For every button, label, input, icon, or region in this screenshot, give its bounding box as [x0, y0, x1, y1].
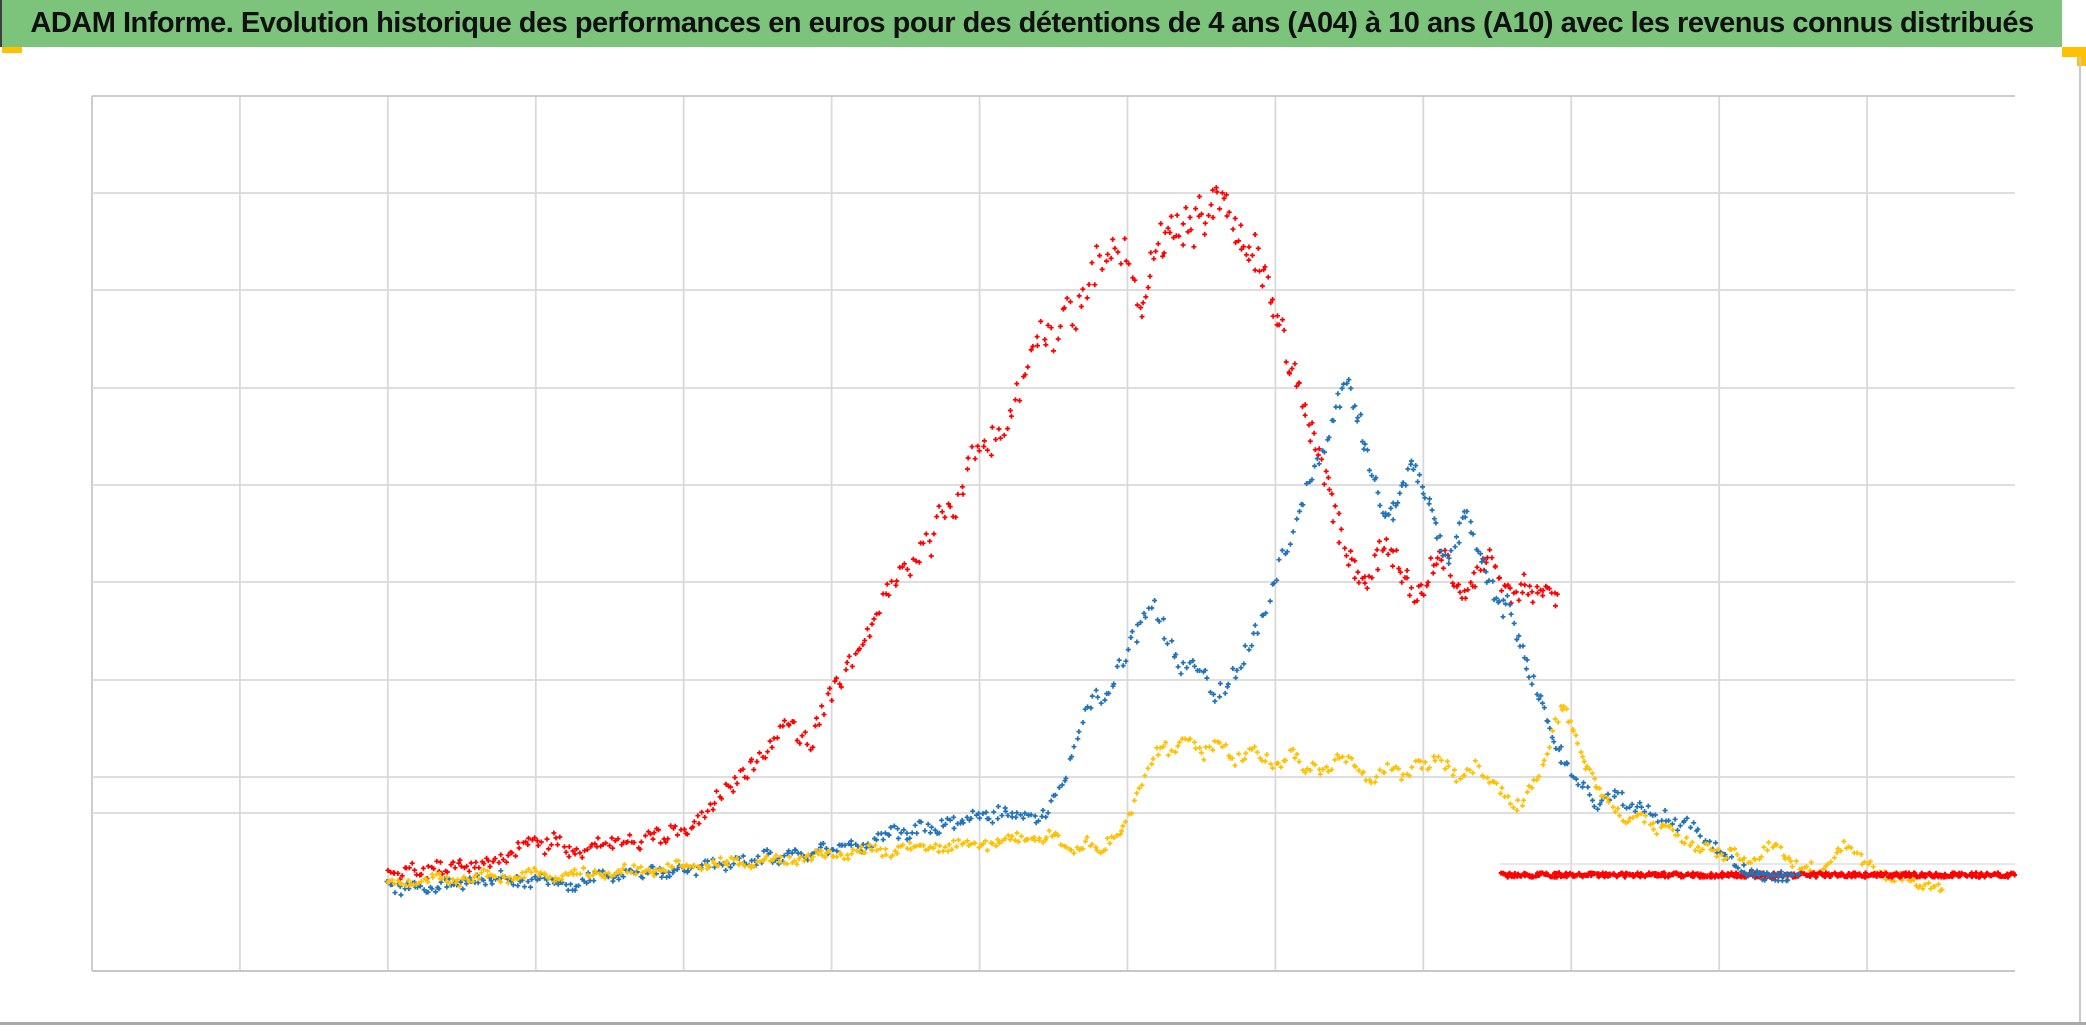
scatter-series — [384, 185, 2018, 898]
series-gold — [385, 703, 1945, 894]
yellow-accent-top-right-vertical — [2077, 47, 2086, 66]
series-blue-tail-overlap — [1739, 869, 1802, 879]
series-red — [385, 185, 1560, 882]
plot-gridlines — [91, 95, 2015, 972]
bottom-divider — [0, 1022, 2086, 1025]
series-blue — [384, 377, 1791, 898]
yellow-accent-top-right-horizontal — [2062, 47, 2086, 57]
pane-border-right — [2079, 57, 2081, 1023]
page-title: ADAM Informe. Evolution historique des p… — [30, 7, 2034, 39]
chart-title-bar: ADAM Informe. Evolution historique des p… — [2, 0, 2062, 47]
yellow-accent-bottom-left — [2, 47, 22, 53]
title-bar-left-edge — [0, 0, 2, 47]
